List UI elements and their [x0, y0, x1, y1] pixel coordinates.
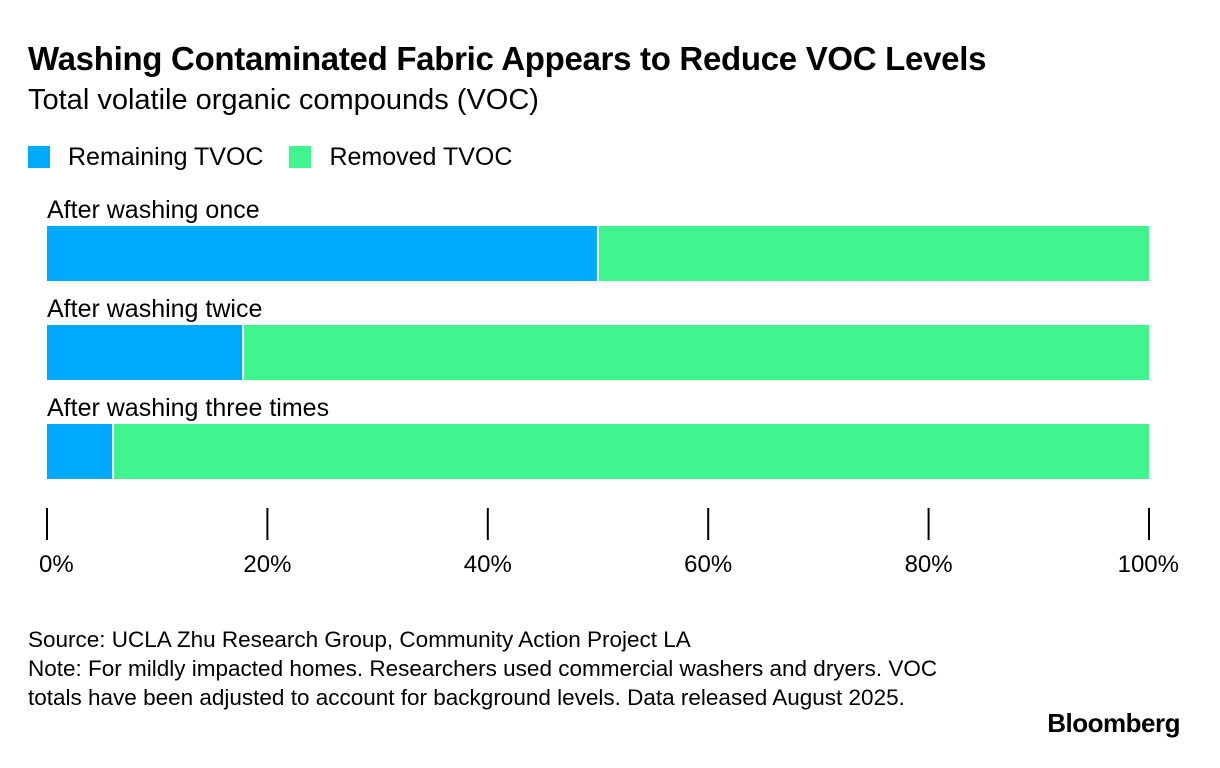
chart-subtitle: Total volatile organic compounds (VOC) [28, 84, 539, 116]
bar-removed [598, 226, 1149, 281]
category-label: After washing once [47, 196, 260, 224]
x-tick-label: 80% [905, 551, 953, 578]
legend-swatch-remaining [28, 146, 50, 168]
legend-label-remaining: Remaining TVOC [68, 142, 264, 171]
bar-remaining [47, 226, 598, 281]
source-note: Source: UCLA Zhu Research Group, Communi… [28, 627, 691, 652]
category-label: After washing twice [47, 295, 262, 323]
category-label: After washing three times [47, 394, 329, 422]
bar-remaining [47, 325, 244, 380]
chart-title: Washing Contaminated Fabric Appears to R… [28, 40, 987, 77]
data-note: Note: For mildly impacted homes. Researc… [28, 656, 938, 710]
x-tick-label: 20% [243, 551, 291, 578]
legend: Remaining TVOC Removed TVOC [28, 142, 538, 172]
x-tick-label: 100% [1118, 551, 1179, 578]
bar-removed [243, 325, 1149, 380]
bar-removed [113, 424, 1150, 479]
legend-label-removed: Removed TVOC [329, 142, 513, 171]
x-tick-label: 0% [39, 551, 74, 578]
bar-remaining [47, 424, 114, 479]
legend-item-removed: Removed TVOC [289, 143, 512, 172]
x-tick-label: 60% [684, 551, 732, 578]
x-tick-label: 40% [464, 551, 512, 578]
footer: Source: UCLA Zhu Research Group, Communi… [28, 625, 988, 712]
legend-swatch-removed [289, 146, 312, 168]
legend-item-remaining: Remaining TVOC [28, 143, 263, 172]
stacked-bar-chart: After washing once After washing twice Aft… [39, 196, 1179, 578]
bloomberg-logo: Bloomberg [1047, 708, 1180, 738]
